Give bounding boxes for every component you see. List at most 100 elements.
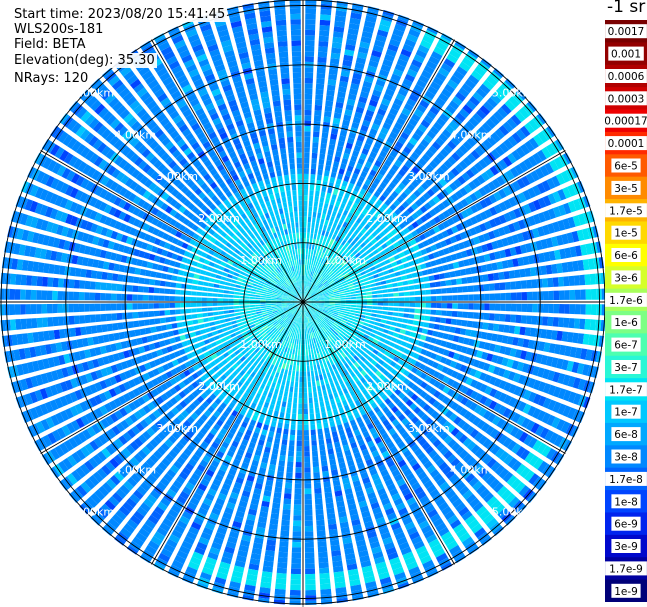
range-gate-cell xyxy=(322,350,327,357)
range-gate-cell xyxy=(415,369,423,377)
range-gate-cell xyxy=(278,460,285,467)
range-gate-cell xyxy=(445,255,453,263)
range-gate-cell xyxy=(330,464,338,471)
range-gate-cell xyxy=(318,303,325,305)
range-gate-cell xyxy=(406,325,413,331)
range-gate-cell xyxy=(307,270,310,276)
range-gate-cell xyxy=(511,443,522,454)
range-gate-cell xyxy=(358,248,365,255)
range-gate-cell xyxy=(449,182,458,191)
range-gate-cell xyxy=(384,339,391,345)
range-gate-cell xyxy=(108,333,115,342)
range-gate-cell xyxy=(101,324,108,333)
range-gate-cell xyxy=(518,485,530,497)
range-gate-cell xyxy=(360,311,367,315)
range-gate-cell xyxy=(446,196,455,205)
range-gate-cell xyxy=(452,95,463,106)
range-gate-cell xyxy=(524,470,535,482)
range-gate-cell xyxy=(271,305,277,307)
range-gate-cell xyxy=(493,378,502,388)
range-gate-cell xyxy=(317,268,322,275)
range-gate-cell xyxy=(324,304,330,306)
range-gate-cell xyxy=(219,402,227,410)
range-gate-cell xyxy=(196,348,203,355)
range-gate-cell xyxy=(330,281,336,286)
range-gate-cell xyxy=(395,93,406,102)
range-gate-cell xyxy=(448,120,459,131)
range-gate-cell xyxy=(427,85,438,96)
range-gate-cell xyxy=(353,281,359,286)
range-gate-cell xyxy=(350,155,358,163)
range-gate-cell xyxy=(169,337,176,344)
range-gate-cell xyxy=(453,523,465,534)
range-gate-cell xyxy=(572,215,581,227)
range-gate-cell xyxy=(129,368,137,377)
range-gate-cell xyxy=(338,313,344,317)
range-gate-cell xyxy=(385,48,397,58)
range-gate-cell xyxy=(264,327,270,332)
range-gate-cell xyxy=(372,349,379,355)
range-gate-cell xyxy=(141,523,153,534)
range-gate-cell xyxy=(407,337,415,344)
range-gate-cell xyxy=(438,178,448,187)
range-gate-cell xyxy=(349,378,355,385)
range-gate-cell xyxy=(422,559,435,570)
range-gate-cell xyxy=(290,573,301,580)
range-gate-cell xyxy=(243,434,251,442)
range-gate-cell xyxy=(279,455,286,462)
range-gate-cell xyxy=(341,352,347,358)
range-gate-cell xyxy=(331,47,342,54)
range-gate-cell xyxy=(222,327,228,332)
range-gate-cell xyxy=(365,109,375,118)
range-gate-cell xyxy=(317,275,322,281)
range-gate-cell xyxy=(386,512,397,521)
range-gate-cell xyxy=(255,333,262,339)
range-gate-cell xyxy=(296,338,299,345)
range-gate-cell xyxy=(195,330,202,336)
range-gate-cell xyxy=(265,441,272,448)
range-gate-cell xyxy=(585,243,593,255)
range-gate-cell xyxy=(503,139,514,150)
range-gate-cell xyxy=(267,408,274,416)
range-gate-cell xyxy=(478,407,487,417)
range-gate-cell xyxy=(220,366,228,373)
range-gate-cell xyxy=(432,400,441,409)
range-gate-cell xyxy=(499,451,510,462)
range-gate-cell xyxy=(517,219,526,230)
range-gate-cell xyxy=(381,98,391,107)
range-gate-cell xyxy=(422,342,430,349)
range-gate-cell xyxy=(103,390,112,400)
range-gate-cell xyxy=(409,531,420,541)
range-gate-cell xyxy=(395,351,403,358)
range-gate-cell xyxy=(456,527,468,538)
range-gate-cell xyxy=(424,283,431,289)
range-gate-cell xyxy=(326,89,335,97)
range-gate-cell xyxy=(541,146,552,159)
range-gate-cell xyxy=(482,438,492,449)
range-gate-cell xyxy=(208,376,216,384)
range-gate-cell xyxy=(220,381,228,389)
range-gate-cell xyxy=(465,329,472,337)
range-gate-cell xyxy=(373,273,379,279)
range-gate-cell xyxy=(498,159,508,170)
range-gate-cell xyxy=(483,342,491,351)
range-gate-cell xyxy=(348,436,356,444)
range-gate-cell xyxy=(552,401,562,413)
range-gate-cell xyxy=(388,293,394,297)
range-gate-cell xyxy=(313,299,319,301)
range-gate-cell xyxy=(333,288,339,292)
range-gate-cell xyxy=(75,417,85,429)
range-gate-cell xyxy=(334,343,340,350)
range-gate-cell xyxy=(372,298,378,302)
range-gate-cell xyxy=(347,200,354,207)
range-gate-cell xyxy=(306,306,311,311)
range-gate-cell xyxy=(321,230,326,236)
range-gate-cell xyxy=(260,576,272,584)
range-gate-cell xyxy=(244,524,254,532)
range-gate-cell xyxy=(457,175,467,185)
range-gate-cell xyxy=(368,496,378,505)
range-gate-cell xyxy=(150,489,161,500)
range-gate-cell xyxy=(355,539,366,547)
range-gate-cell xyxy=(407,372,415,380)
range-gate-cell xyxy=(371,123,380,131)
